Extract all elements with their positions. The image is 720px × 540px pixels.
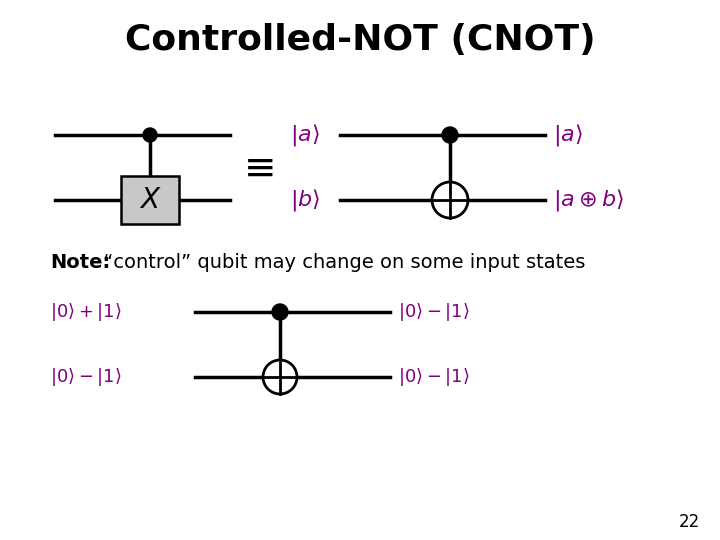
Text: 22: 22 — [679, 513, 700, 531]
Text: $|b\rangle$: $|b\rangle$ — [290, 187, 320, 213]
Text: $|a\rangle$: $|a\rangle$ — [553, 122, 582, 148]
Circle shape — [272, 304, 288, 320]
Circle shape — [263, 360, 297, 394]
Text: Controlled-NOT (CNOT): Controlled-NOT (CNOT) — [125, 23, 595, 57]
Text: $|0\rangle - |1\rangle$: $|0\rangle - |1\rangle$ — [398, 366, 469, 388]
Text: $X$: $X$ — [139, 186, 161, 213]
Text: $\equiv$: $\equiv$ — [236, 149, 274, 187]
Circle shape — [432, 182, 468, 218]
Text: $|a\rangle$: $|a\rangle$ — [290, 122, 320, 148]
Circle shape — [442, 127, 458, 143]
Circle shape — [143, 128, 157, 142]
Text: “control” qubit may change on some input states: “control” qubit may change on some input… — [97, 253, 585, 272]
Text: $|0\rangle - |1\rangle$: $|0\rangle - |1\rangle$ — [398, 301, 469, 323]
Text: $|0\rangle + |1\rangle$: $|0\rangle + |1\rangle$ — [50, 301, 122, 323]
Text: Note:: Note: — [50, 253, 110, 272]
Bar — [121, 176, 179, 224]
Text: $|a\oplus b\rangle$: $|a\oplus b\rangle$ — [553, 187, 624, 213]
Text: $|0\rangle - |1\rangle$: $|0\rangle - |1\rangle$ — [50, 366, 122, 388]
